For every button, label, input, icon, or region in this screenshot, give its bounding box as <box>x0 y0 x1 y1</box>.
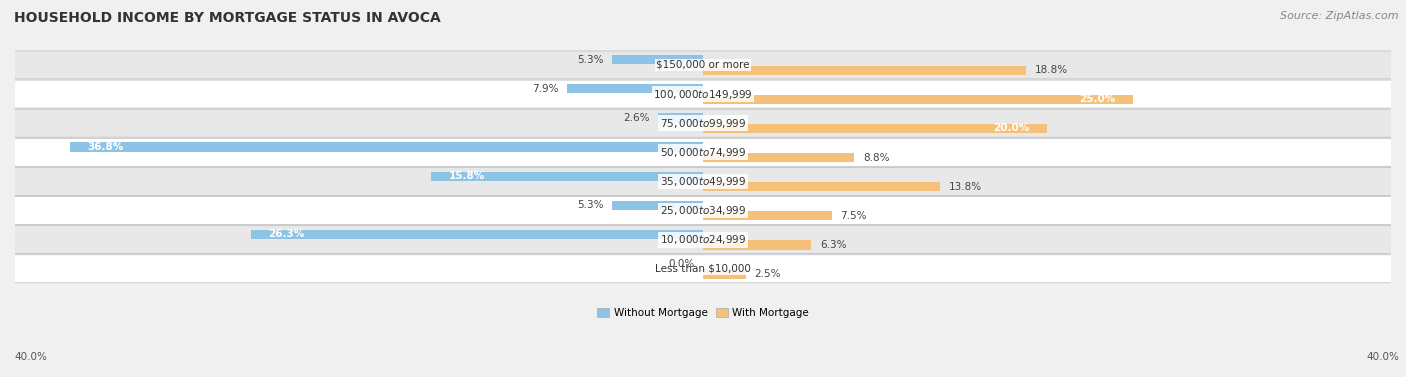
Text: 6.3%: 6.3% <box>820 240 846 250</box>
FancyBboxPatch shape <box>14 196 1392 225</box>
Text: 5.3%: 5.3% <box>576 200 603 210</box>
FancyBboxPatch shape <box>14 138 1392 166</box>
Bar <box>432 172 703 181</box>
Bar <box>703 211 832 221</box>
Text: Source: ZipAtlas.com: Source: ZipAtlas.com <box>1281 11 1399 21</box>
Text: 26.3%: 26.3% <box>267 230 304 239</box>
Text: 2.5%: 2.5% <box>755 269 782 279</box>
Bar <box>70 143 703 152</box>
Bar <box>703 95 1133 104</box>
Bar <box>703 66 1026 75</box>
Bar <box>703 182 941 191</box>
Text: 20.0%: 20.0% <box>994 123 1029 133</box>
Text: 13.8%: 13.8% <box>949 182 981 192</box>
Text: 7.9%: 7.9% <box>531 84 558 94</box>
Text: 7.5%: 7.5% <box>841 211 868 221</box>
Text: 25.0%: 25.0% <box>1080 94 1116 104</box>
Bar <box>612 201 703 210</box>
Text: $150,000 or more: $150,000 or more <box>657 60 749 70</box>
Text: 40.0%: 40.0% <box>14 352 46 362</box>
Bar <box>658 113 703 123</box>
Text: Less than $10,000: Less than $10,000 <box>655 264 751 274</box>
FancyBboxPatch shape <box>14 167 1392 195</box>
Legend: Without Mortgage, With Mortgage: Without Mortgage, With Mortgage <box>593 304 813 322</box>
Text: 0.0%: 0.0% <box>668 259 695 268</box>
Bar <box>703 124 1047 133</box>
Bar <box>250 230 703 239</box>
Bar <box>703 153 855 162</box>
Text: $25,000 to $34,999: $25,000 to $34,999 <box>659 204 747 217</box>
Bar <box>612 55 703 64</box>
Text: $35,000 to $49,999: $35,000 to $49,999 <box>659 175 747 188</box>
Text: $75,000 to $99,999: $75,000 to $99,999 <box>659 117 747 130</box>
Text: $50,000 to $74,999: $50,000 to $74,999 <box>659 146 747 159</box>
FancyBboxPatch shape <box>14 109 1392 137</box>
Bar <box>567 84 703 93</box>
Bar <box>703 269 747 279</box>
FancyBboxPatch shape <box>14 51 1392 79</box>
FancyBboxPatch shape <box>14 255 1392 283</box>
Text: HOUSEHOLD INCOME BY MORTGAGE STATUS IN AVOCA: HOUSEHOLD INCOME BY MORTGAGE STATUS IN A… <box>14 11 441 25</box>
Text: 8.8%: 8.8% <box>863 153 890 162</box>
Text: $100,000 to $149,999: $100,000 to $149,999 <box>654 87 752 101</box>
FancyBboxPatch shape <box>14 80 1392 108</box>
Text: 15.8%: 15.8% <box>449 171 485 181</box>
Text: 2.6%: 2.6% <box>623 113 650 123</box>
FancyBboxPatch shape <box>14 226 1392 254</box>
Text: 36.8%: 36.8% <box>87 142 124 152</box>
Text: 18.8%: 18.8% <box>1035 65 1069 75</box>
Text: 40.0%: 40.0% <box>1367 352 1399 362</box>
Text: 5.3%: 5.3% <box>576 55 603 65</box>
Bar <box>703 240 811 250</box>
Text: $10,000 to $24,999: $10,000 to $24,999 <box>659 233 747 246</box>
